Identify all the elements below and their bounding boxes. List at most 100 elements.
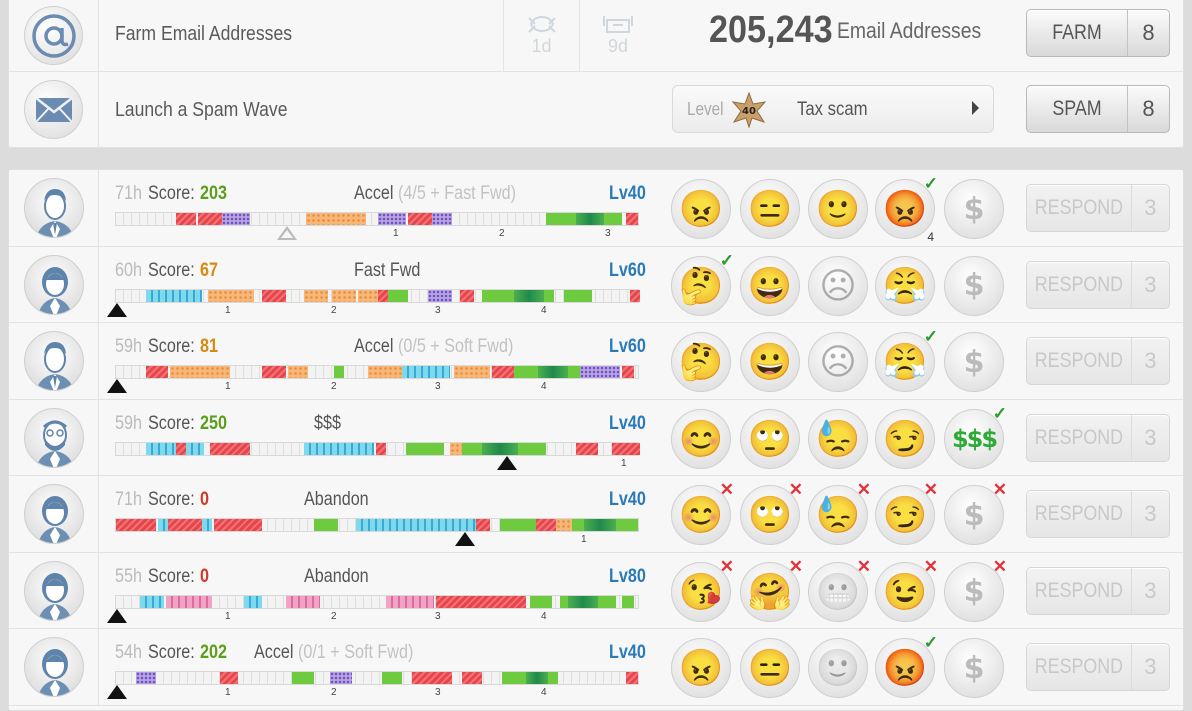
track-segment [604,213,622,225]
track-tick: 4 [541,381,547,392]
sad-face-icon[interactable]: ☹ [808,332,868,392]
track-segment [482,289,494,302]
bot-icon [603,15,633,33]
blush-face-icon[interactable]: 😊 [671,408,731,469]
farm-button[interactable]: FARM 8 [1026,9,1170,57]
man-avatar[interactable] [24,178,84,238]
sweat-face-icon[interactable]: 😓 [808,408,868,469]
eye-roll-face-icon[interactable]: 🙄 [740,408,800,469]
cross-icon: ✕ [788,480,803,499]
wink-face-icon[interactable]: 😉 ✕ [875,557,938,622]
track-segment [612,442,640,455]
thinking-face-icon[interactable]: 🤔 ✓ [671,251,734,316]
angry-face-icon[interactable]: 😠 [671,638,731,698]
grimace-face-icon[interactable]: 😬 ✕ [808,557,871,622]
sad-face-icon[interactable]: ☹ [808,255,868,316]
score-label: Score: [148,336,195,357]
spam-button-count: 8 [1127,86,1169,132]
respond-button[interactable]: RESPOND 3 [1026,184,1170,232]
respond-button[interactable]: RESPOND 3 [1026,413,1170,462]
smile-face-icon[interactable]: 🙂 [808,179,868,239]
respond-button[interactable]: RESPOND 3 [1026,643,1170,691]
track-segment [514,289,544,302]
scam-selector[interactable]: Level 40 Tax scam [672,85,994,133]
victim-level: Lv40 [609,412,646,434]
respond-button[interactable]: RESPOND 3 [1026,566,1170,615]
thinking-hair-face-icon[interactable]: 😑 [740,638,800,698]
status-extra: (4/5 + Fast Fwd) [397,183,517,204]
grin-face-icon[interactable]: 😀 [740,255,800,316]
track-segment [616,519,638,531]
track-tick: 3 [605,228,611,239]
eye-roll-face-icon[interactable]: 🙄 ✕ [740,480,803,545]
cross-icon: ✕ [923,556,938,576]
woman-avatar[interactable] [24,560,84,621]
status-main: Fast Fwd [354,259,421,281]
grin-face-icon[interactable]: 😀 [740,332,800,392]
blush-face-icon[interactable]: 😊 ✕ [671,480,734,545]
red-angry-face-icon[interactable]: 😡 ✓ 4 [875,174,938,244]
thinking-hair-face-icon[interactable]: 😑 [740,179,800,239]
dollar-icon[interactable]: $ [944,179,1004,239]
avatar-cell [9,323,99,399]
status-main: Accel [354,183,394,204]
respond-button[interactable]: RESPOND 3 [1026,337,1170,385]
track-segment [214,519,262,531]
dollar-icon[interactable]: $ ✕ [944,557,1007,622]
green-dollars-icon[interactable]: $$$ ✓ [944,404,1007,469]
hours-remaining: 54h [115,642,142,663]
neutral-face-icon[interactable]: 🙂 [808,638,868,698]
kiss-face-icon[interactable]: 😘 ✕ [671,557,734,622]
level-star-icon: 40 [731,92,767,128]
track-segment [460,289,474,302]
track-segment [306,213,366,225]
track-segment [314,519,338,531]
sweat-face-icon[interactable]: 😓 ✕ [808,480,871,545]
avatar-cell [9,629,99,705]
respond-button[interactable]: RESPOND 3 [1026,260,1170,309]
track-segment [482,442,518,455]
dollar-icon[interactable]: $ [944,638,1004,698]
victim-level: Lv60 [609,336,646,357]
dollar-icon[interactable]: $ [944,255,1004,316]
woman-avatar[interactable] [24,637,84,697]
respond-count: 3 [1130,338,1169,384]
track-tick: 1 [621,457,627,469]
steam-face-icon[interactable]: 😤 ✓ [875,327,938,392]
steam-face-icon[interactable]: 😤 [875,255,935,316]
respond-label: RESPOND [1034,349,1124,372]
score-label: Score: [148,259,195,281]
track-segment [544,289,554,302]
avatar-cell [9,170,99,246]
track-segment [334,366,344,378]
man-avatar[interactable] [24,331,84,391]
hug-face-icon[interactable]: 🤗 ✕ [740,557,803,622]
respond-count: 3 [1130,185,1169,231]
woman-avatar[interactable] [24,254,84,315]
status-text: Abandon [304,489,369,511]
victim-row: 60h Score: 67 Fast Fwd Lv60 1 2 3 4 🤔 ✓ 😀 ☹ 😤 $ RESPON… [9,246,1183,323]
score-value: 0 [200,565,209,587]
track-segment [502,672,526,684]
bearded-man-avatar[interactable] [24,407,84,468]
track-segment [382,672,402,684]
respond-button[interactable]: RESPOND 3 [1026,490,1170,538]
track-segment [378,213,406,225]
dollar-icon[interactable]: $ [944,332,1004,392]
track-segment [220,672,238,684]
spam-button[interactable]: SPAM 8 [1026,85,1170,133]
dollar-icon[interactable]: $ ✕ [944,480,1007,545]
track-segment [580,366,620,378]
track-segment [286,595,320,608]
angry-face-icon[interactable]: 😠 [671,179,731,239]
thinking-face-icon[interactable]: 🤔 [671,332,731,392]
smirk-face-icon[interactable]: 😏 [875,408,935,469]
woman-avatar[interactable] [24,484,84,544]
track-segment [304,289,328,302]
smirk-face-icon[interactable]: 😏 ✕ [875,480,938,545]
farm-button-count: 8 [1127,10,1169,56]
victim-row: 54h Score: 202 Accel (0/1 + Soft Fwd) Lv40 1 2… [9,629,1183,706]
farm-row: Farm Email Addresses 1d 9d 205,243 Email… [9,0,1183,72]
spam-icon-cell [9,72,99,149]
red-angry-face-icon[interactable]: 😡 ✓ [875,633,938,698]
